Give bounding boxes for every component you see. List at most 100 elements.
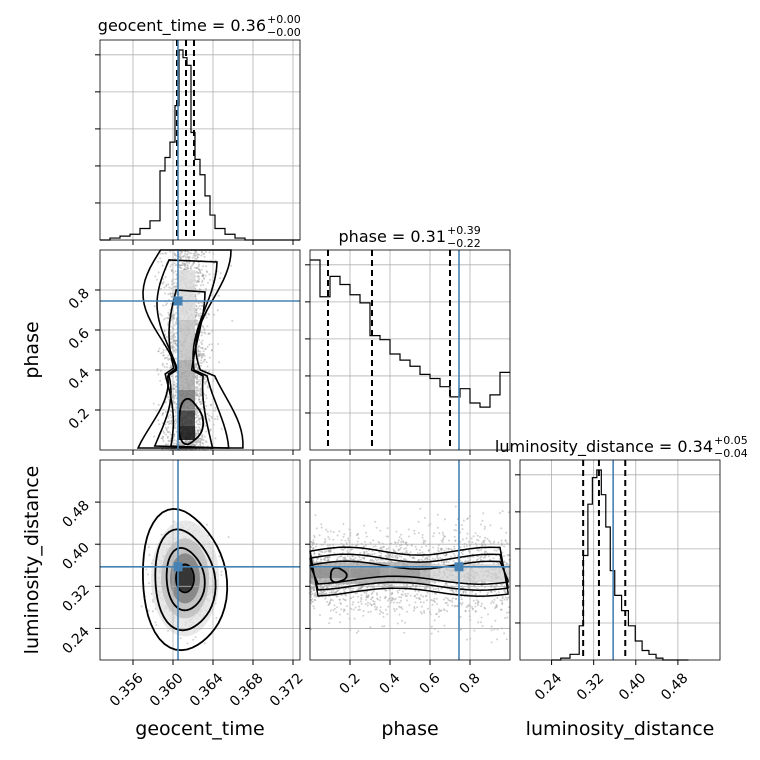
- sample-point: [400, 555, 403, 558]
- sample-point: [173, 435, 175, 438]
- sample-point: [196, 253, 199, 256]
- sample-point: [483, 606, 486, 609]
- sample-point: [152, 402, 155, 405]
- sample-point: [195, 389, 198, 392]
- sample-point: [196, 367, 199, 369]
- sample-point: [423, 610, 425, 612]
- sample-point: [169, 414, 172, 416]
- sample-point: [180, 267, 183, 270]
- sample-point: [443, 518, 446, 521]
- sample-point: [199, 361, 202, 364]
- sample-point: [350, 607, 353, 610]
- sample-point: [194, 363, 197, 365]
- sample-point: [159, 252, 162, 255]
- sample-point: [404, 594, 407, 597]
- sample-point: [175, 403, 178, 406]
- sample-point: [147, 546, 150, 548]
- sample-point: [367, 611, 370, 613]
- sample-point: [161, 362, 164, 365]
- sample-point: [402, 541, 405, 544]
- sample-point: [372, 590, 375, 593]
- sample-point: [199, 382, 202, 385]
- sample-point: [453, 545, 455, 548]
- sample-point: [198, 339, 201, 341]
- sample-point: [208, 370, 211, 373]
- sample-point: [416, 552, 419, 555]
- sample-point: [179, 256, 182, 259]
- sample-point: [175, 320, 178, 323]
- sample-point: [178, 264, 181, 267]
- sample-point: [199, 314, 202, 317]
- sample-point: [200, 341, 203, 344]
- sample-point: [180, 250, 183, 253]
- sample-point: [170, 318, 173, 321]
- sample-point: [200, 254, 203, 257]
- sample-point: [200, 354, 203, 357]
- sample-point: [446, 610, 449, 613]
- sample-point: [179, 637, 182, 640]
- sample-point: [195, 320, 198, 323]
- sample-point: [202, 354, 204, 357]
- sample-point: [167, 417, 170, 420]
- sample-point: [175, 339, 178, 342]
- sample-point: [194, 319, 197, 322]
- sample-point: [196, 387, 199, 390]
- sample-point: [173, 388, 176, 391]
- sample-point: [197, 280, 200, 283]
- sample-point: [195, 305, 198, 307]
- sample-point: [379, 558, 382, 561]
- sample-point: [201, 438, 204, 441]
- sample-point: [195, 408, 198, 410]
- sample-point: [203, 252, 206, 255]
- sample-point: [170, 270, 173, 273]
- sample-point: [451, 601, 454, 603]
- sample-point: [162, 351, 165, 354]
- sample-point: [198, 305, 201, 308]
- sample-point: [208, 273, 211, 276]
- sample-point: [179, 266, 182, 269]
- sample-point: [206, 365, 209, 368]
- sample-point: [476, 549, 479, 551]
- sample-point: [174, 348, 177, 351]
- sample-point: [195, 432, 198, 435]
- sample-point: [362, 614, 365, 617]
- sample-point: [433, 597, 436, 600]
- sample-point: [192, 638, 195, 641]
- sample-point: [174, 285, 177, 288]
- sample-point: [332, 589, 335, 592]
- sample-point: [210, 349, 213, 352]
- sample-point: [201, 434, 204, 436]
- sample-point: [197, 437, 200, 440]
- sample-point: [168, 439, 170, 442]
- sample-point: [180, 264, 183, 267]
- sample-point: [220, 570, 223, 573]
- sample-point: [208, 419, 211, 422]
- sample-point: [173, 324, 176, 327]
- sample-point: [493, 540, 496, 543]
- sample-point: [194, 636, 197, 639]
- sample-point: [207, 312, 210, 315]
- sample-point: [208, 418, 210, 421]
- sample-point: [194, 309, 197, 312]
- sample-point: [194, 434, 197, 437]
- sample-point: [357, 595, 360, 598]
- sample-point: [195, 270, 198, 273]
- sample-point: [165, 252, 168, 255]
- sample-point: [195, 314, 198, 317]
- sample-point: [187, 250, 190, 253]
- sample-point: [373, 552, 376, 555]
- sample-point: [169, 341, 172, 344]
- sample-point: [198, 417, 201, 420]
- sample-point: [199, 443, 202, 446]
- sample-point: [200, 250, 203, 253]
- sample-point: [153, 305, 156, 308]
- sample-point: [188, 262, 191, 265]
- sample-point: [320, 590, 323, 593]
- sample-point: [175, 406, 178, 409]
- sample-point: [370, 603, 373, 606]
- sample-point: [207, 385, 209, 388]
- sample-point: [164, 411, 167, 413]
- sample-point: [506, 616, 509, 619]
- sample-point: [202, 265, 205, 268]
- sample-point: [193, 254, 196, 257]
